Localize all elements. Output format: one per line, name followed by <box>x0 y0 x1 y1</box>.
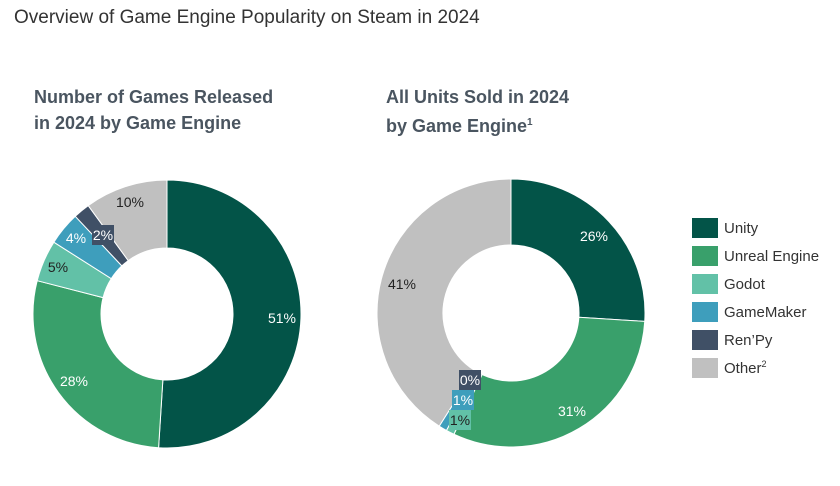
legend-label-unity: Unity <box>724 219 759 237</box>
left-label-unreal-engine: 28% <box>60 373 88 389</box>
right-label-ren-py: 0% <box>459 370 481 390</box>
left-label-godot: 5% <box>48 259 68 275</box>
right-label-unity: 26% <box>580 228 608 244</box>
left-label-other: 10% <box>116 194 144 210</box>
left-label-gamemaker: 4% <box>66 230 86 246</box>
left-slice-other <box>87 179 168 262</box>
left-label-text-unity: 51% <box>268 310 296 326</box>
legend-item-unreal-engine: Unreal Engine <box>692 242 819 270</box>
left-slice-unity <box>158 179 302 449</box>
left-label-text-ren-py: 2% <box>93 227 113 243</box>
left-label-ren-py: 2% <box>92 225 114 245</box>
right-slice-unreal-engine <box>453 316 646 448</box>
right-label-other: 41% <box>388 276 416 292</box>
legend-item-ren-py: Ren’Py <box>692 326 819 354</box>
legend-label-gamemaker: GameMaker <box>724 303 807 321</box>
right-chart-title-line2: by Game Engine1 <box>386 110 569 139</box>
left-chart-title-line1: Number of Games Released <box>34 87 274 107</box>
right-label-text-other: 41% <box>388 276 416 292</box>
legend-label-other: Other2 <box>724 359 767 377</box>
right-label-text-godot: 1% <box>450 412 470 428</box>
right-label-text-ren-py: 0% <box>460 372 480 388</box>
right-slice-other <box>376 178 512 427</box>
right-label-text-gamemaker: 1% <box>453 392 473 408</box>
left-label-box-ren-py <box>92 225 114 245</box>
legend-item-other: Other2 <box>692 354 819 382</box>
legend-other-footnote: 2 <box>761 359 767 369</box>
right-label-text-unity: 26% <box>580 228 608 244</box>
right-label-box-gamemaker <box>452 390 474 410</box>
legend-swatch-unity <box>692 218 718 238</box>
legend-swatch-other <box>692 358 718 378</box>
legend-swatch-unreal-engine <box>692 246 718 266</box>
page-title: Overview of Game Engine Popularity on St… <box>14 7 480 28</box>
right-label-godot: 1% <box>449 410 471 430</box>
legend-swatch-ren-py <box>692 330 718 350</box>
left-label-text-gamemaker: 4% <box>66 230 86 246</box>
left-label-text-godot: 5% <box>48 259 68 275</box>
right-chart-title-line1: All Units Sold in 2024 <box>386 87 570 107</box>
legend-item-unity: Unity <box>692 214 819 242</box>
legend-swatch-gamemaker <box>692 302 718 322</box>
left-chart-title-line2: in 2024 by Game Engine <box>34 113 242 133</box>
left-slice-unreal-engine <box>32 280 164 449</box>
legend-swatch-godot <box>692 274 718 294</box>
left-label-unity: 51% <box>268 310 296 326</box>
right-label-gamemaker: 1% <box>452 390 474 410</box>
right-chart-title: All Units Sold in 2024 by Game Engine1 <box>386 84 569 139</box>
legend-label-ren-py: Ren’Py <box>724 331 773 349</box>
legend-label-unreal-engine: Unreal Engine <box>724 247 820 265</box>
left-label-text-other: 10% <box>116 194 144 210</box>
legend-item-godot: Godot <box>692 270 819 298</box>
right-chart-title-line2-text: by Game Engine <box>386 116 528 136</box>
legend: Unity Unreal Engine Godot GameMaker Ren’Py Ot… <box>692 214 819 382</box>
right-chart-title-footnote: 1 <box>527 117 533 128</box>
right-label-box-godot <box>449 410 471 430</box>
right-label-box-ren-py <box>459 370 481 390</box>
legend-label-godot: Godot <box>724 275 765 293</box>
right-slice-unity <box>510 178 646 322</box>
legend-item-gamemaker: GameMaker <box>692 298 819 326</box>
left-label-text-unreal-engine: 28% <box>60 373 88 389</box>
right-label-unreal-engine: 31% <box>558 403 586 419</box>
right-label-text-unreal-engine: 31% <box>558 403 586 419</box>
left-chart-title: Number of Games Released in 2024 by Game… <box>34 84 273 136</box>
